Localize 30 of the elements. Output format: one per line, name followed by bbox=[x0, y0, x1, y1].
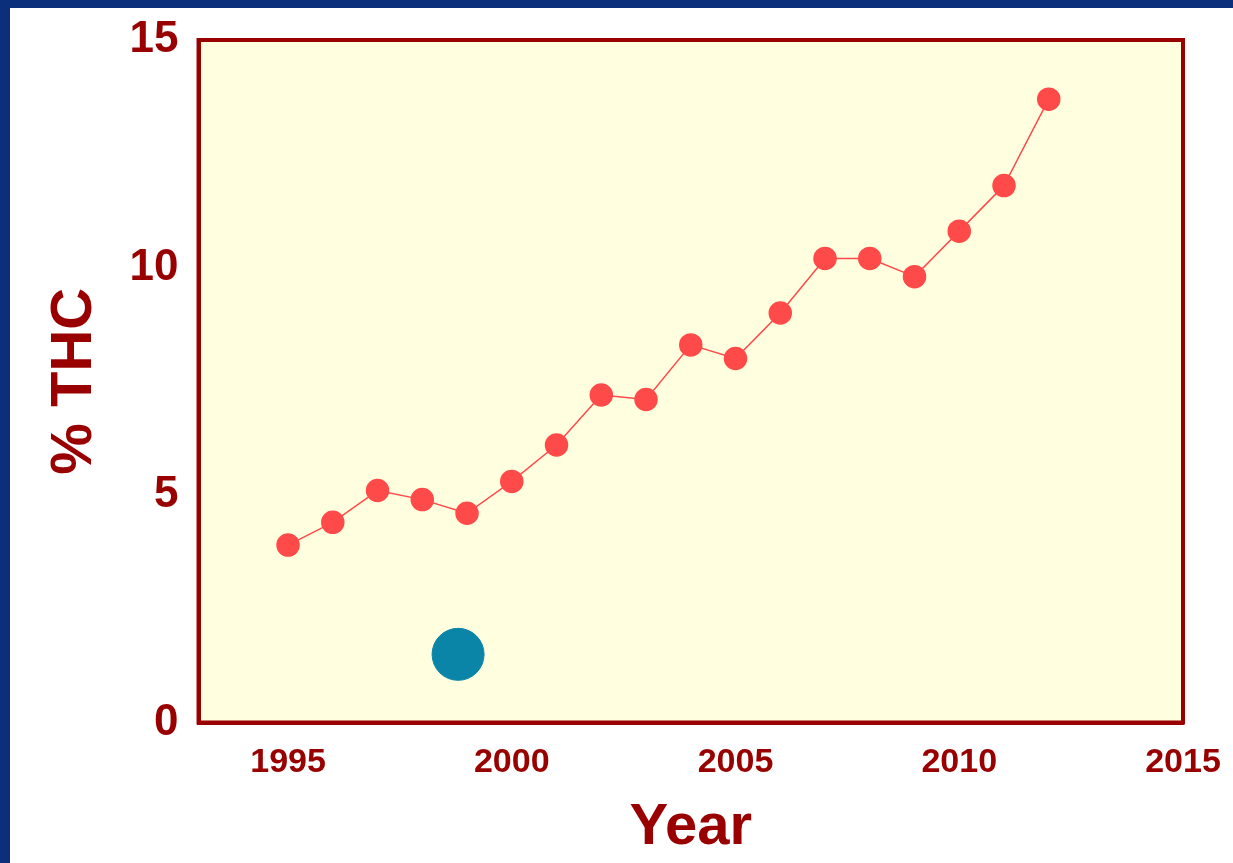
point bbox=[365, 478, 390, 503]
point bbox=[634, 387, 658, 412]
point bbox=[768, 301, 793, 325]
point bbox=[992, 173, 1016, 198]
point bbox=[431, 627, 485, 681]
x-tick-label: 2000 bbox=[473, 741, 550, 780]
point bbox=[858, 246, 882, 271]
point bbox=[276, 533, 300, 557]
point bbox=[455, 501, 479, 526]
x-tick-label: 2005 bbox=[697, 741, 774, 780]
y-axis-title: % THC bbox=[37, 287, 103, 475]
point bbox=[321, 510, 345, 535]
y-tick-label: 5 bbox=[154, 467, 179, 517]
point bbox=[679, 333, 703, 357]
x-tick-label: 1995 bbox=[250, 741, 326, 780]
y-tick-label: 0 bbox=[154, 694, 179, 744]
point bbox=[1037, 87, 1061, 111]
x-tick-label: 2010 bbox=[921, 741, 998, 780]
point bbox=[902, 264, 927, 289]
y-tick-label: 15 bbox=[129, 12, 179, 62]
y-tick-label: 10 bbox=[129, 239, 179, 289]
x-tick-label: 2015 bbox=[1145, 741, 1221, 780]
point bbox=[544, 433, 569, 457]
x-axis-title: Year bbox=[629, 791, 753, 857]
point bbox=[947, 219, 972, 243]
point bbox=[410, 487, 435, 512]
point bbox=[500, 469, 524, 494]
point bbox=[723, 346, 748, 371]
point bbox=[589, 383, 614, 407]
point bbox=[813, 246, 837, 271]
